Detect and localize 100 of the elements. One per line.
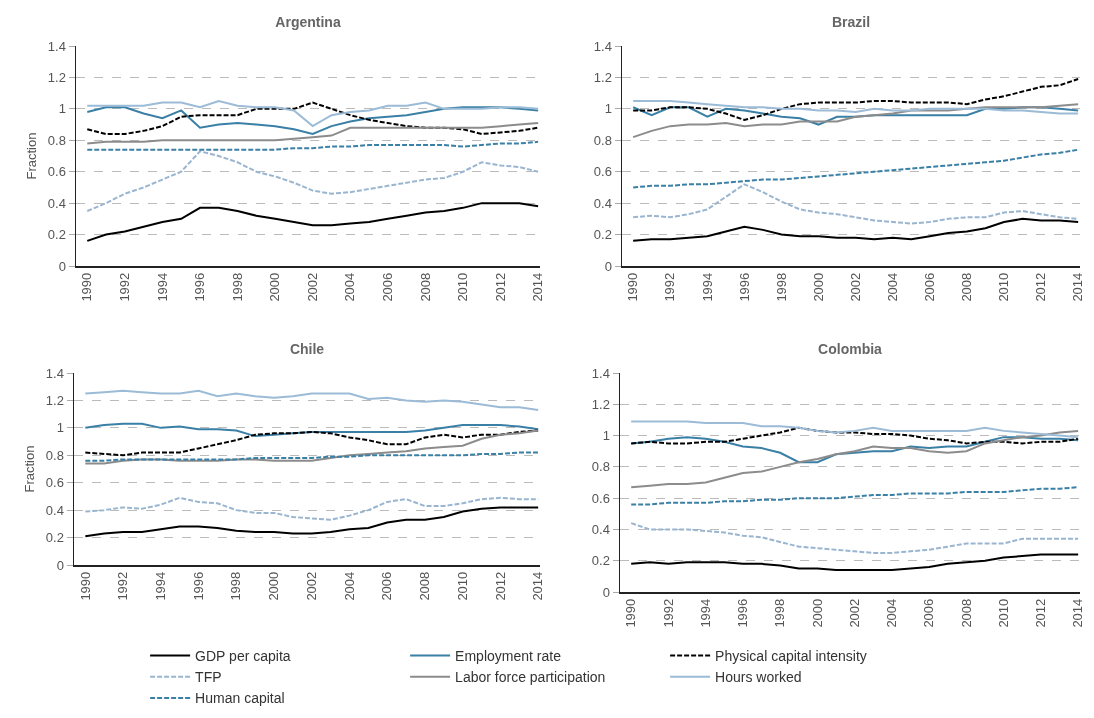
x-tick-label: 2002: [304, 272, 320, 302]
line-series: [630, 553, 1080, 572]
x-tick-label: 2010: [455, 272, 471, 302]
x-tick-label: 1998: [773, 272, 789, 302]
y-tick-label: 0.8: [45, 447, 64, 463]
y-tick-label: 0.4: [47, 195, 66, 211]
y-tick-label: 0: [602, 584, 610, 600]
x-tick-label: 2010: [454, 571, 470, 601]
legend-label: GDP per capita: [195, 647, 291, 664]
y-tick-label: 0: [58, 258, 66, 274]
x-tick-label: 2002: [846, 598, 862, 628]
y-tick-label: 0.8: [591, 459, 610, 475]
y-tick-label: 1.2: [591, 396, 610, 412]
y-tick-label: 0: [56, 557, 64, 573]
y-tick-label: 1.2: [47, 69, 66, 85]
x-tick-label: 1994: [699, 272, 715, 302]
x-tick-label: 1990: [79, 272, 95, 302]
x-tick-label: 1994: [154, 272, 170, 302]
y-tick-label: 0.2: [593, 227, 612, 243]
x-tick-label: 2002: [847, 272, 863, 302]
line-series: [630, 426, 1080, 445]
x-tick-label: 2000: [267, 272, 283, 302]
x-tick-label: 2008: [958, 598, 974, 628]
y-tick-label: 0.8: [593, 132, 612, 148]
line-series: [86, 122, 540, 145]
legend-label: Hours worked: [715, 669, 802, 686]
y-tick-label: 1: [602, 428, 610, 444]
y-tick-label: 0: [604, 258, 612, 274]
y-axis-title: Fraction: [24, 132, 40, 180]
x-tick-label: 1998: [229, 272, 245, 302]
x-tick-label: 2006: [921, 598, 937, 628]
y-tick-label: 0.8: [47, 132, 66, 148]
x-tick-label: 1998: [772, 598, 788, 628]
y-tick-label: 0.6: [591, 490, 610, 506]
line-series: [86, 140, 540, 151]
line-series: [630, 420, 1080, 439]
line-series: [630, 429, 1080, 489]
x-tick-label: 2004: [341, 571, 357, 601]
y-tick-label: 1.2: [45, 392, 64, 408]
y-tick-label: 0.6: [593, 164, 612, 180]
y-tick-label: 1.4: [593, 38, 612, 54]
x-tick-label: 2008: [417, 571, 433, 601]
x-tick-label: 1998: [228, 571, 244, 601]
x-tick-label: 1992: [115, 571, 131, 601]
x-tick-label: 2012: [492, 571, 508, 601]
chart-title: Brazil: [831, 13, 871, 30]
x-tick-label: 1996: [735, 598, 751, 628]
y-tick-label: 0.4: [45, 502, 64, 518]
x-tick-label: 2006: [380, 272, 396, 302]
x-tick-label: 1992: [662, 272, 678, 302]
line-series: [84, 429, 540, 465]
x-tick-label: 2012: [1033, 598, 1049, 628]
x-tick-label: 2014: [1070, 598, 1086, 628]
legend-label: TFP: [195, 669, 222, 686]
x-tick-label: 1992: [660, 598, 676, 628]
y-tick-label: 0.6: [45, 475, 64, 491]
y-tick-label: 1.4: [45, 365, 64, 381]
legend-label: Human capital: [195, 690, 285, 707]
y-tick-label: 0.4: [593, 195, 612, 211]
x-tick-label: 2006: [379, 571, 395, 601]
line-series: [86, 150, 540, 212]
x-tick-label: 2014: [530, 272, 546, 302]
x-tick-label: 1996: [192, 272, 208, 302]
chart-title: Chile: [289, 340, 325, 357]
legend-label: Employment rate: [455, 647, 562, 664]
legend-label: Labor force participation: [455, 669, 606, 686]
x-tick-label: 2012: [492, 272, 508, 302]
y-tick-label: 0.6: [47, 164, 66, 180]
line-series: [630, 522, 1080, 554]
x-tick-label: 2002: [303, 571, 319, 601]
x-tick-label: 2010: [995, 598, 1011, 628]
line-series: [84, 389, 540, 412]
y-tick-label: 0.2: [45, 530, 64, 546]
y-tick-label: 0.2: [47, 227, 66, 243]
y-tick-label: 1: [604, 101, 612, 117]
y-tick-label: 1.4: [47, 38, 66, 54]
chart-title: Colombia: [818, 340, 883, 357]
y-tick-label: 0.4: [591, 521, 610, 537]
line-series: [632, 148, 1080, 189]
y-tick-label: 1: [56, 420, 64, 436]
chart-title: Argentina: [275, 13, 341, 30]
x-tick-label: 2000: [809, 598, 825, 628]
line-series: [86, 100, 540, 128]
x-tick-label: 2000: [810, 272, 826, 302]
x-tick-label: 1996: [736, 272, 752, 302]
x-tick-label: 2004: [342, 272, 358, 302]
y-tick-label: 1.2: [593, 69, 612, 85]
x-tick-label: 2014: [530, 571, 546, 601]
line-series: [84, 422, 540, 438]
x-tick-label: 1992: [117, 272, 133, 302]
x-tick-label: 2010: [996, 272, 1012, 302]
y-tick-label: 1: [58, 101, 66, 117]
y-axis-title: Fraction: [22, 445, 38, 493]
x-tick-label: 1996: [190, 571, 206, 601]
x-tick-label: 2004: [884, 598, 900, 628]
y-tick-label: 1.4: [591, 365, 610, 381]
legend-label: Physical capital intensity: [715, 647, 867, 664]
y-tick-label: 0.2: [591, 553, 610, 569]
x-tick-label: 2012: [1033, 272, 1049, 302]
x-tick-label: 2000: [266, 571, 282, 601]
